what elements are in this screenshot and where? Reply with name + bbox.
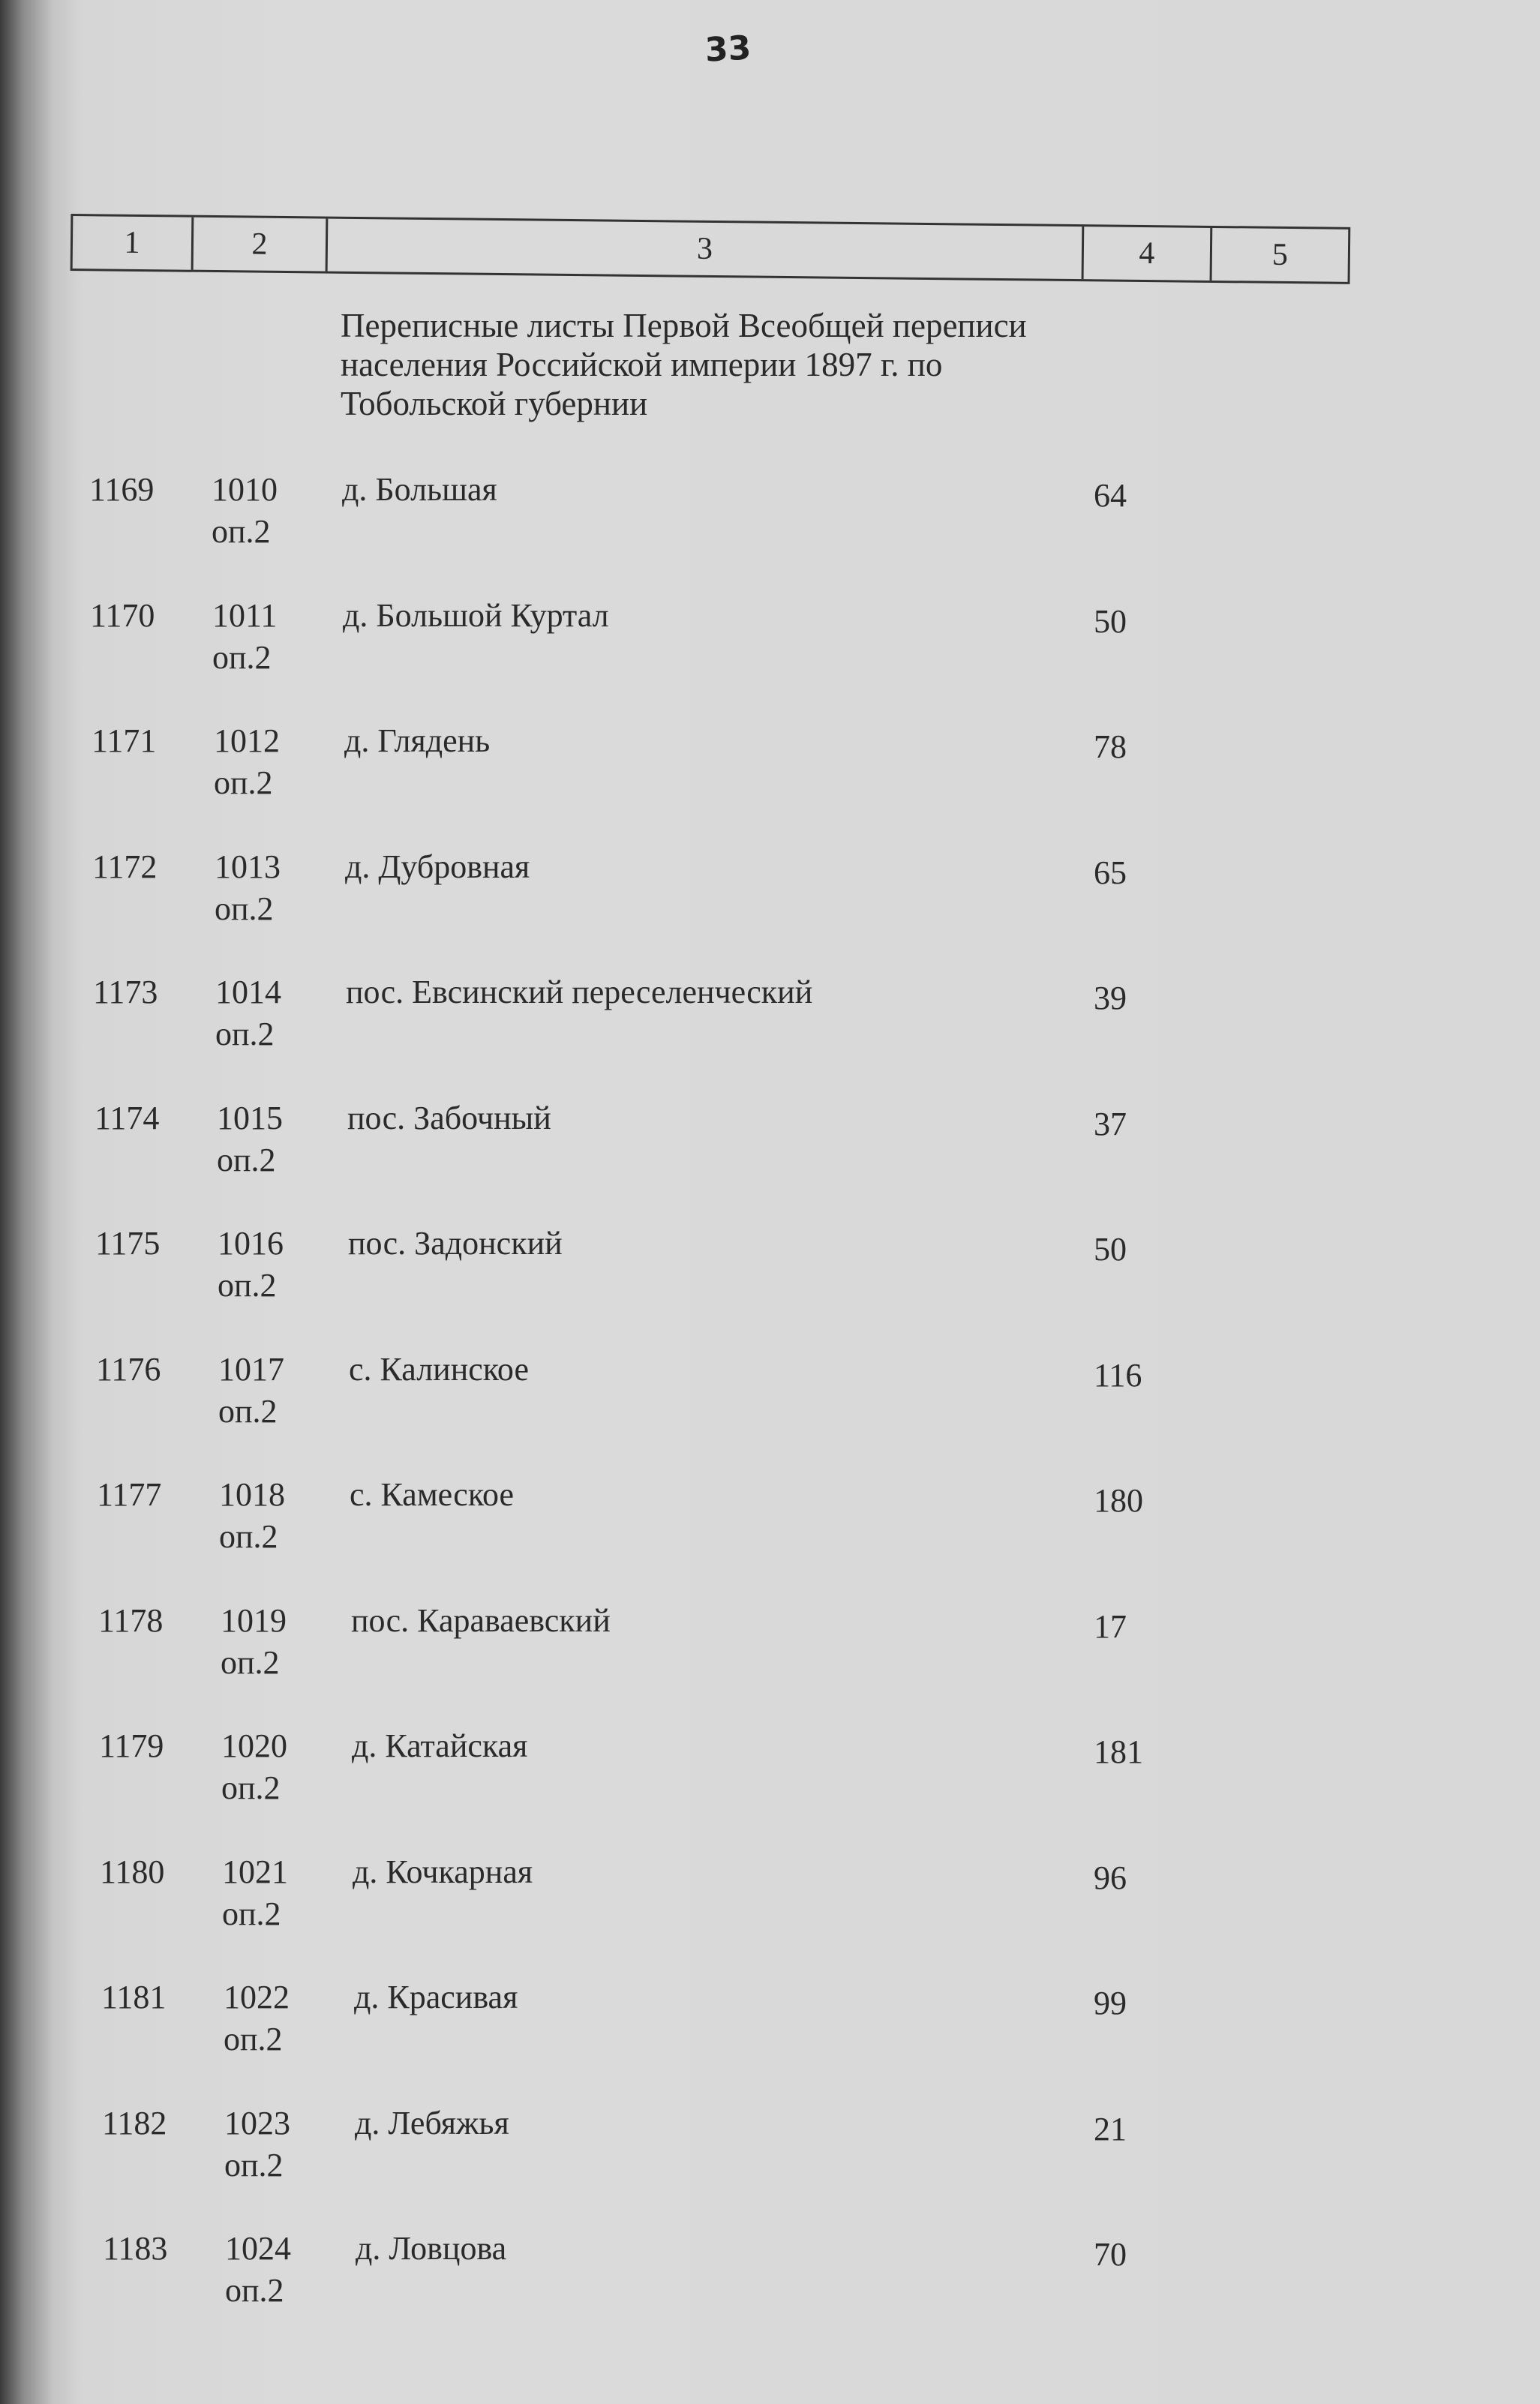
opis: оп.2	[224, 2021, 283, 2057]
header-col-5: 5	[1271, 237, 1289, 272]
fond-cell: 1023 оп.2	[224, 2102, 290, 2186]
settlement-name: д. Красивая	[354, 1979, 518, 2015]
fond-cell: 1010 оп.2	[212, 469, 278, 553]
fond-cell: 1013 оп.2	[215, 846, 281, 930]
settlement-name: д. Дубровная	[345, 848, 530, 885]
settlement-name: д. Ловцова	[356, 2230, 507, 2267]
header-col-1: 1	[72, 216, 194, 270]
fond-number: 1023	[224, 2104, 290, 2141]
fond-cell: 1020 оп.2	[221, 1725, 287, 1809]
fond-cell: 1016 оп.2	[218, 1223, 284, 1307]
fond-cell: 1021 оп.2	[222, 1851, 288, 1935]
opis: оп.2	[215, 890, 274, 927]
fond-number: 1015	[217, 1099, 283, 1136]
opis: оп.2	[224, 2146, 284, 2183]
opis: оп.2	[218, 1267, 277, 1304]
fond-cell: 1022 оп.2	[224, 1976, 290, 2060]
opis: оп.2	[218, 1392, 278, 1430]
row-number: 1176	[96, 1350, 161, 1388]
row-number: 1174	[95, 1099, 160, 1136]
fond-cell: 1024 оп.2	[225, 2228, 291, 2312]
fond-number: 1010	[212, 471, 278, 508]
row-number: 1180	[100, 1853, 165, 1890]
row-number: 1177	[97, 1476, 162, 1513]
fond-number: 1011	[212, 596, 278, 634]
sheet-count: 96	[1094, 1859, 1127, 1896]
row-number: 1172	[92, 848, 158, 885]
settlement-name: д. Большая	[342, 471, 497, 508]
row-number: 1175	[95, 1225, 161, 1262]
row-number: 1170	[90, 596, 155, 634]
sheet-count: 39	[1094, 980, 1127, 1016]
opis: оп.2	[222, 1895, 281, 1932]
fond-number: 1016	[218, 1225, 284, 1262]
fond-number: 1022	[224, 1979, 290, 2015]
row-number: 1169	[89, 471, 155, 508]
sheet-count: 78	[1094, 728, 1127, 765]
row-number: 1178	[98, 1601, 164, 1639]
fond-cell: 1019 оп.2	[221, 1600, 287, 1684]
sheet-count: 181	[1094, 1733, 1143, 1770]
sheet-count: 17	[1094, 1607, 1127, 1645]
row-number: 1182	[102, 2104, 167, 2141]
header-col-2: 2	[193, 217, 329, 272]
settlement-name: д. Лебяжья	[355, 2104, 509, 2141]
sheet-count: 21	[1094, 2110, 1127, 2147]
fond-cell: 1011 оп.2	[212, 595, 277, 679]
fond-number: 1019	[221, 1601, 287, 1639]
opis: оп.2	[221, 1643, 280, 1681]
opis: оп.2	[219, 1518, 278, 1555]
opis: оп.2	[217, 1141, 276, 1178]
fond-cell: 1015 оп.2	[217, 1097, 283, 1181]
sheet-count: 50	[1094, 602, 1127, 640]
fond-cell: 1012 оп.2	[214, 720, 280, 804]
fond-number: 1021	[222, 1853, 288, 1890]
opis: оп.2	[212, 513, 271, 550]
settlement-name: д. Большой Куртал	[343, 596, 609, 634]
row-number: 1173	[93, 974, 158, 1010]
opis: оп.2	[221, 1769, 281, 1806]
sheet-count: 64	[1094, 477, 1127, 514]
fond-number: 1012	[214, 722, 280, 759]
page-number: 33	[704, 29, 752, 70]
settlement-name: д. Кочкарная	[353, 1853, 533, 1890]
header-col-4: 4	[1083, 227, 1213, 281]
sheet-count: 99	[1094, 1985, 1127, 2021]
opis: оп.2	[212, 638, 272, 676]
opis: оп.2	[215, 1016, 275, 1052]
row-number: 1181	[101, 1979, 167, 2015]
settlement-name: пос. Забочный	[347, 1099, 551, 1136]
fond-number: 1017	[218, 1350, 284, 1388]
settlement-name: д. Катайская	[352, 1727, 528, 1764]
settlement-name: д. Глядень	[344, 722, 491, 759]
fond-cell: 1014 оп.2	[215, 971, 281, 1055]
settlement-name: пос. Задонский	[348, 1225, 563, 1262]
sheet-count: 65	[1094, 854, 1127, 891]
sheet-count: 180	[1094, 1482, 1143, 1519]
fond-cell: 1018 оп.2	[219, 1474, 285, 1558]
fond-cell: 1017 оп.2	[218, 1349, 284, 1433]
sheet-count: 37	[1094, 1105, 1127, 1142]
section-title: Переписные листы Первой Всеобщей перепис…	[341, 307, 1027, 422]
fond-number: 1013	[215, 848, 281, 885]
opis: оп.2	[225, 2272, 284, 2309]
fond-number: 1020	[221, 1727, 287, 1764]
opis: оп.2	[214, 764, 273, 801]
settlement-name: с. Калинское	[349, 1350, 530, 1388]
settlement-name: пос. Евсинский переселенческий	[346, 974, 813, 1010]
settlement-name: пос. Караваевский	[351, 1601, 611, 1639]
sheet-count: 116	[1094, 1356, 1142, 1394]
settlement-name: с. Камеское	[350, 1476, 515, 1513]
fond-number: 1024	[225, 2230, 291, 2267]
sheet-count: 50	[1094, 1231, 1127, 1268]
table-header: 1 2 3 4 5	[70, 214, 1351, 284]
row-number: 1171	[92, 722, 157, 759]
fond-number: 1014	[215, 974, 281, 1010]
header-col-3: 3	[327, 218, 1085, 280]
sheet-count: 70	[1094, 2236, 1127, 2273]
fond-number: 1018	[219, 1476, 285, 1513]
row-number: 1179	[99, 1727, 164, 1764]
row-number: 1183	[103, 2230, 168, 2267]
